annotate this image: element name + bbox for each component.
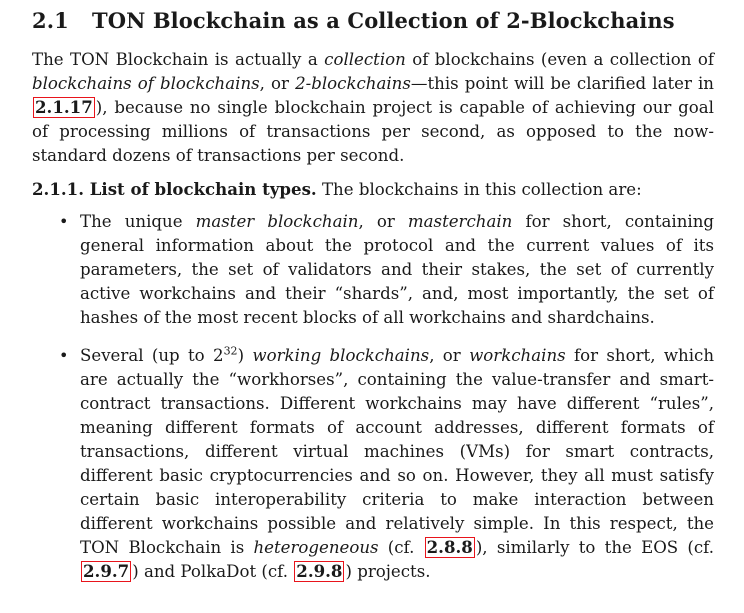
text-run: of blockchains (even a collection of [405,50,715,69]
subsection-2-1-1: 2.1.1. List of blockchain types. The blo… [32,177,714,584]
text-run: , or [429,346,470,365]
emphasis: masterchain [407,212,513,231]
text-run: for short, which are actually the “workh… [80,346,715,557]
text-run: ) and PolkaDot (cf. [132,562,294,581]
text-run: ), similarly to the EOS (cf. [475,538,714,557]
text-run: ) projects. [345,562,431,581]
text-run: ) [237,346,253,365]
cross-reference-link[interactable]: 2.9.8 [294,561,345,582]
emphasis: blockchains of blockchains [32,74,260,93]
text-run: for short, containing general informatio… [80,212,715,327]
subsection-paragraph: 2.1.1. List of blockchain types. The blo… [32,177,714,202]
bullet-icon: • [59,346,69,365]
emphasis: heterogeneous [253,538,379,557]
text-run: The TON Blockchain is actually a [32,50,325,69]
superscript: 32 [223,344,238,358]
subsection-heading: 2.1.1. List of blockchain types. [32,179,317,199]
subsection-text: The blockchains in this collection are: [316,180,642,199]
paper-page: 2.1 TON Blockchain as a Collection of 2-B… [32,6,714,598]
list-item-workchains: • Several (up to 232) working blockchains… [32,344,714,584]
emphasis: master blockchain [195,212,359,231]
text-run: Several (up to 2 [80,346,224,365]
text-run: ), because no single blockchain project … [32,98,714,165]
text-run: The unique [80,212,196,231]
bullet-icon: • [59,212,69,231]
cross-reference-link[interactable]: 2.9.7 [81,561,132,582]
emphasis: working blockchains [252,346,430,365]
emphasis: workchains [469,346,566,365]
emphasis: collection [324,50,406,69]
blockchain-types-list: • The unique master blockchain, or master… [32,210,714,584]
text-run: —this point will be clarified later in [410,74,714,93]
text-run: , or [259,74,296,93]
section-title: TON Blockchain as a Collection of 2-Bloc… [92,8,675,33]
section-number: 2.1 [32,8,69,33]
intro-paragraph: The TON Blockchain is actually a collect… [32,48,714,168]
emphasis: 2-blockchains [295,74,411,93]
section-heading: 2.1 TON Blockchain as a Collection of 2-B… [32,6,714,36]
list-item-masterchain: • The unique master blockchain, or master… [32,210,714,330]
cross-reference-link[interactable]: 2.8.8 [424,537,475,558]
text-run: (cf. [378,538,424,557]
cross-reference-link[interactable]: 2.1.17 [33,97,95,118]
text-run: , or [358,212,408,231]
